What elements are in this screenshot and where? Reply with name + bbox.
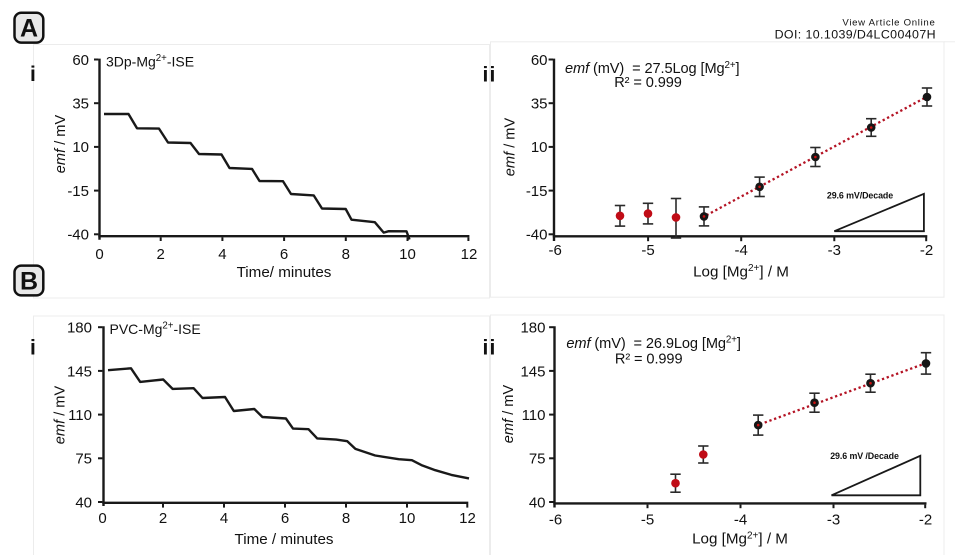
svg-text:110: 110 bbox=[68, 407, 92, 424]
svg-text:6: 6 bbox=[280, 246, 288, 263]
svg-text:R² = 0.999: R² = 0.999 bbox=[615, 351, 683, 367]
svg-text:Log [Mg2+] / M: Log [Mg2+] / M bbox=[692, 530, 788, 547]
svg-text:-6: -6 bbox=[549, 242, 562, 259]
svg-text:DOI: 10.1039/D4LC00407H: DOI: 10.1039/D4LC00407H bbox=[775, 28, 936, 42]
svg-text:180: 180 bbox=[67, 320, 92, 337]
svg-text:8: 8 bbox=[342, 246, 350, 263]
svg-text:ii: ii bbox=[483, 63, 497, 86]
svg-text:35: 35 bbox=[531, 96, 548, 113]
svg-text:-6: -6 bbox=[549, 512, 562, 529]
svg-text:A: A bbox=[20, 14, 38, 42]
svg-text:-5: -5 bbox=[641, 512, 654, 529]
svg-text:emf / mV: emf / mV bbox=[53, 115, 69, 174]
svg-text:6: 6 bbox=[281, 510, 289, 527]
svg-text:2: 2 bbox=[157, 246, 165, 263]
svg-text:-2: -2 bbox=[919, 512, 932, 529]
svg-text:Log [Mg2+] / M: Log [Mg2+] / M bbox=[693, 263, 789, 280]
svg-text:0: 0 bbox=[95, 246, 103, 263]
svg-text:emf (mV) = 26.9Log [Mg2+]: emf (mV) = 26.9Log [Mg2+] bbox=[566, 334, 741, 351]
svg-text:10: 10 bbox=[399, 510, 416, 527]
svg-text:-4: -4 bbox=[735, 242, 748, 259]
svg-text:Time / minutes: Time / minutes bbox=[234, 531, 333, 548]
svg-text:B: B bbox=[20, 267, 38, 295]
svg-text:29.6 mV /Decade: 29.6 mV /Decade bbox=[830, 451, 899, 461]
svg-text:145: 145 bbox=[67, 363, 92, 380]
svg-text:ii: ii bbox=[483, 337, 497, 360]
svg-text:10: 10 bbox=[72, 139, 89, 156]
svg-text:60: 60 bbox=[531, 52, 548, 69]
svg-text:-3: -3 bbox=[828, 242, 841, 259]
svg-text:75: 75 bbox=[529, 451, 546, 468]
svg-text:Time/ minutes: Time/ minutes bbox=[237, 264, 332, 281]
svg-text:View Article Online: View Article Online bbox=[842, 17, 935, 28]
svg-text:10: 10 bbox=[399, 246, 416, 263]
svg-text:40: 40 bbox=[529, 494, 546, 511]
svg-text:40: 40 bbox=[75, 494, 92, 511]
svg-text:110: 110 bbox=[522, 407, 546, 424]
svg-text:12: 12 bbox=[459, 510, 476, 527]
svg-text:-5: -5 bbox=[641, 242, 654, 259]
svg-text:emf / mV: emf / mV bbox=[503, 118, 519, 177]
svg-text:29.6 mV/Decade: 29.6 mV/Decade bbox=[827, 190, 893, 200]
svg-text:-2: -2 bbox=[920, 242, 933, 259]
svg-text:3Dp-Mg2+-ISE: 3Dp-Mg2+-ISE bbox=[106, 53, 194, 69]
svg-text:10: 10 bbox=[531, 139, 548, 156]
svg-text:8: 8 bbox=[342, 510, 350, 527]
svg-text:4: 4 bbox=[220, 510, 228, 527]
svg-text:-15: -15 bbox=[526, 183, 548, 200]
svg-text:-15: -15 bbox=[67, 183, 89, 200]
svg-text:12: 12 bbox=[461, 246, 478, 263]
svg-text:emf (mV) = 27.5Log [Mg2+]: emf (mV) = 27.5Log [Mg2+] bbox=[565, 60, 740, 77]
svg-text:180: 180 bbox=[520, 320, 545, 337]
svg-text:i: i bbox=[30, 337, 36, 360]
svg-text:i: i bbox=[30, 63, 36, 86]
svg-text:-3: -3 bbox=[827, 512, 840, 529]
svg-text:4: 4 bbox=[218, 246, 226, 263]
svg-text:-4: -4 bbox=[734, 512, 747, 529]
svg-text:75: 75 bbox=[75, 451, 92, 468]
svg-text:145: 145 bbox=[520, 363, 545, 380]
svg-text:0: 0 bbox=[98, 510, 106, 527]
svg-text:35: 35 bbox=[72, 96, 89, 113]
svg-text:emf / mV: emf / mV bbox=[501, 385, 517, 444]
svg-text:2: 2 bbox=[159, 510, 167, 527]
svg-text:PVC-Mg2+-ISE: PVC-Mg2+-ISE bbox=[110, 321, 201, 337]
svg-text:60: 60 bbox=[72, 52, 89, 69]
svg-text:R² = 0.999: R² = 0.999 bbox=[614, 75, 682, 91]
svg-text:emf / mV: emf / mV bbox=[53, 386, 69, 445]
svg-text:-40: -40 bbox=[526, 227, 548, 244]
svg-text:-40: -40 bbox=[67, 227, 89, 244]
